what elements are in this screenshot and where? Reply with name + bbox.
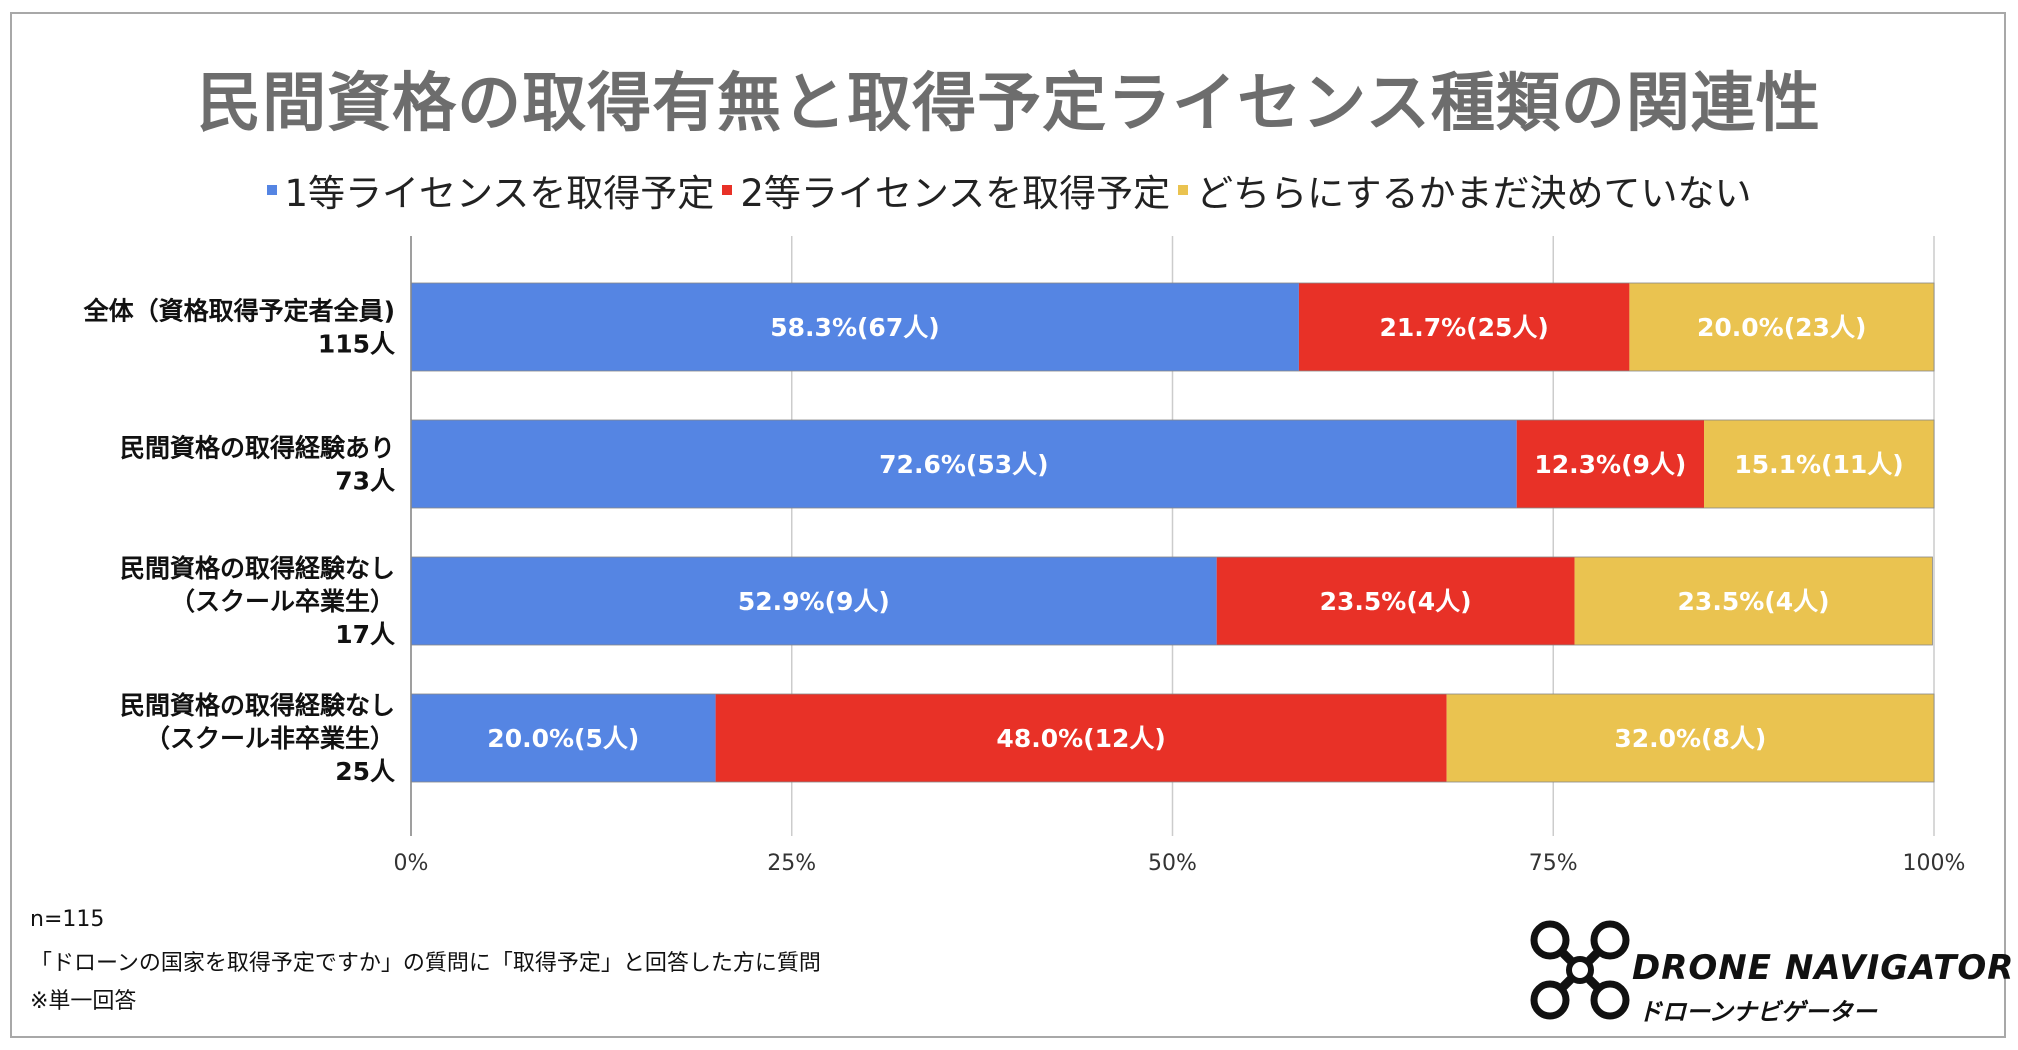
logo-subtitle: ドローンナビゲーター [1638, 998, 1877, 1026]
category-label: 115人 [318, 330, 395, 359]
bar-segment [1216, 557, 1575, 645]
data-label: 23.5%(4人) [1320, 587, 1472, 616]
legend-item-series-2: 2等ライセンスを取得予定 [722, 163, 1170, 217]
legend-label-series-2: 2等ライセンスを取得予定 [740, 172, 1171, 215]
bar-segment [1574, 557, 1933, 645]
x-tick-label: 0% [394, 851, 429, 876]
category-label: 17人 [335, 620, 395, 649]
data-label: 21.7%(25人) [1379, 313, 1548, 342]
drone-icon [1530, 920, 1630, 1020]
legend-swatch-series-3 [1178, 185, 1189, 195]
logo-wordmark: DRONE NAVIGATOR [1632, 948, 2015, 988]
drone-navigator-logo: DRONE NAVIGATOR ドローンナビゲーター [1528, 918, 2014, 1028]
bar-segment [411, 283, 1299, 371]
x-tick-label: 100% [1903, 851, 1966, 876]
bar-segment [1298, 283, 1630, 371]
legend-item-series-3: どちらにするかまだ決めていない [1178, 163, 1752, 217]
data-label: 52.9%(9人) [738, 587, 890, 616]
chart-frame [10, 12, 2006, 1038]
data-label: 20.0%(5人) [487, 724, 639, 753]
stacked-bar-chart: 0% 25% 50% 75% 100% 58.3%(67人) 21.7%(25人) 20.0%… [83, 236, 1966, 876]
single-answer-note: ※単一回答 [30, 989, 137, 1014]
legend-swatch-series-2 [722, 185, 733, 195]
legend-item-series-1: 1等ライセンスを取得予定 [266, 163, 715, 217]
data-label: 58.3%(67人) [770, 313, 939, 342]
bar-segment [411, 420, 1517, 508]
data-label: 23.5%(4人) [1678, 587, 1830, 616]
data-label: 72.6%(53人) [879, 450, 1048, 479]
category-label: （スクール卒業生） [170, 587, 395, 616]
chart-title: 民間資格の取得有無と取得予定ライセンス種類の関連性 [197, 67, 1821, 141]
data-label: 48.0%(12人) [996, 724, 1165, 753]
data-label: 20.0%(23人) [1697, 313, 1866, 342]
bar-segment [411, 694, 716, 782]
question-note: 「ドローンの国家を取得予定ですか」の質問に「取得予定」と回答した方に質問 [30, 951, 821, 976]
category-label: 民間資格の取得経験なし [120, 554, 395, 583]
data-label: 32.0%(8人) [1614, 724, 1766, 753]
bar-segment [1516, 420, 1705, 508]
chart-legend: 1等ライセンスを取得予定 2等ライセンスを取得予定 どちらにするかまだ決めていな… [0, 163, 2018, 217]
bar-segment [411, 557, 1217, 645]
legend-label-series-1: 1等ライセンスを取得予定 [284, 172, 715, 215]
bar-segment [715, 694, 1447, 782]
bar-segment [1446, 694, 1934, 782]
x-tick-label: 75% [1529, 851, 1578, 876]
category-label: 全体（資格取得予定者全員) [83, 297, 395, 326]
x-tick-label: 50% [1148, 851, 1197, 876]
sample-size-note: n=115 [30, 907, 105, 932]
data-label: 12.3%(9人) [1534, 450, 1686, 479]
x-tick-label: 25% [767, 851, 816, 876]
category-label: 民間資格の取得経験なし [120, 691, 395, 720]
category-label: （スクール非卒業生） [145, 724, 395, 753]
category-label: 民間資格の取得経験あり [120, 434, 395, 463]
legend-swatch-series-1 [266, 185, 277, 195]
category-label: 73人 [335, 467, 395, 496]
bar-segment [1704, 420, 1934, 508]
data-label: 15.1%(11人) [1734, 450, 1903, 479]
legend-label-series-3: どちらにするかまだ決めていない [1196, 172, 1752, 215]
category-label: 25人 [335, 757, 395, 786]
bar-segment [1629, 283, 1934, 371]
